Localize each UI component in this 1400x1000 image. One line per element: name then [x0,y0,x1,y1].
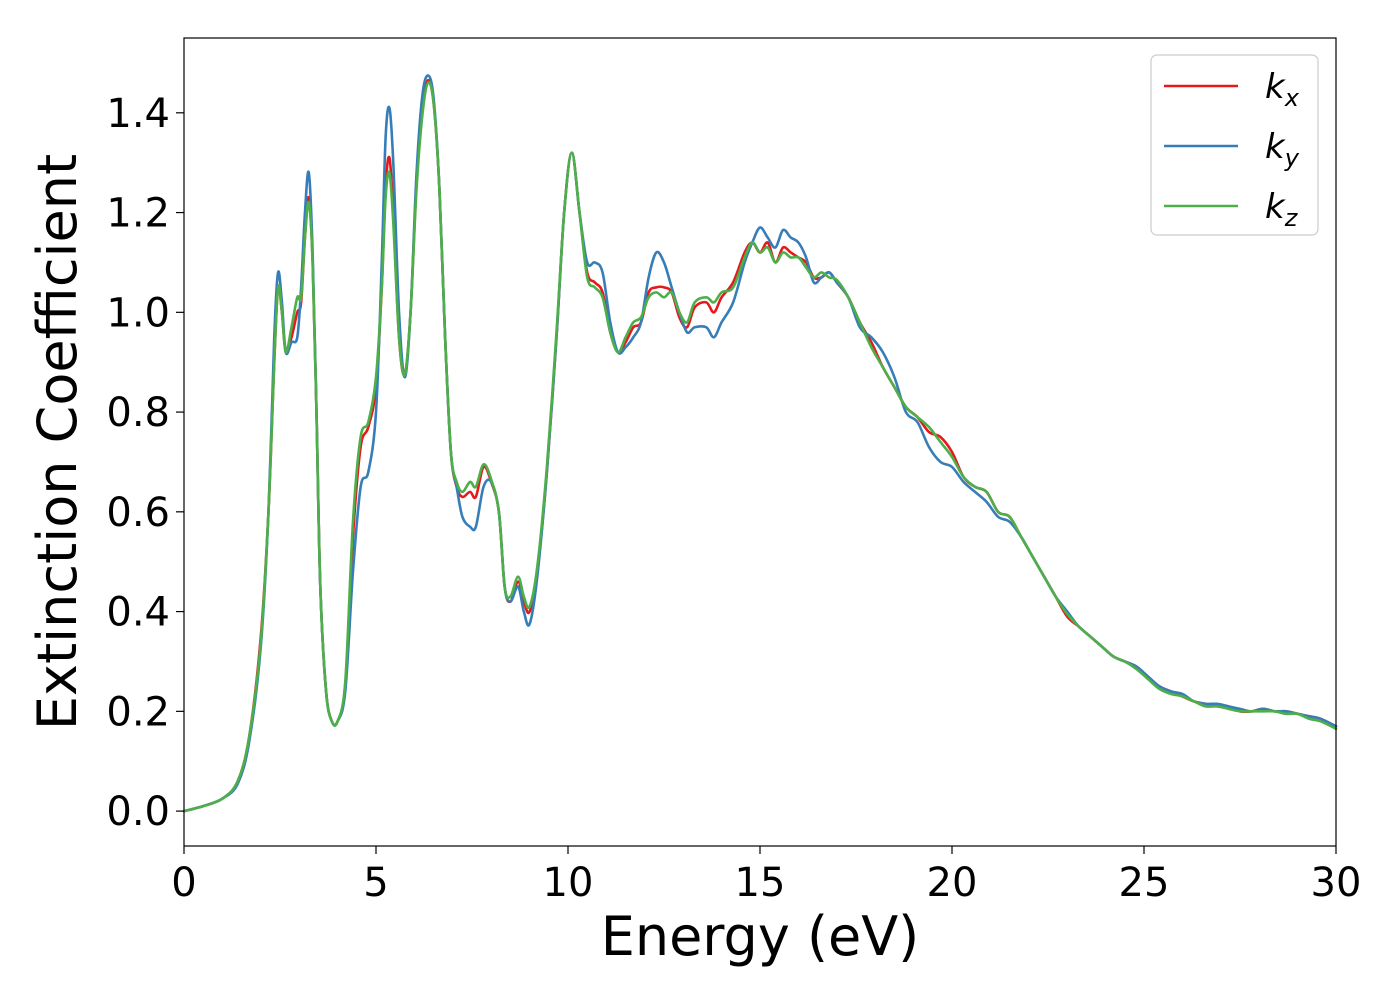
y-tick-label: 0.0 [106,789,170,835]
x-tick-label: 30 [1311,860,1362,906]
series-layer [182,74,1338,813]
legend-label-kz: kz [1265,187,1299,232]
y-tick-label: 1.2 [106,191,170,237]
ticks-layer: 0 5 10 15 20 25 30 0.0 0.2 0.4 0.6 0.8 1.0 1.2 1.4 [106,91,1361,906]
x-tick-label: 10 [543,860,594,906]
plot-frame [183,37,1337,847]
y-tick-label: 1.4 [106,91,170,137]
y-tick-label: 0.8 [106,390,170,436]
series-line-kz [182,81,1338,813]
y-tick-label: 0.6 [106,490,170,536]
x-tick-label: 20 [927,860,978,906]
y-tick-label: 0.4 [106,590,170,636]
x-tick-label: 0 [171,860,196,906]
x-tick-label: 15 [735,860,786,906]
legend-label-kx: kx [1265,67,1300,112]
y-tick-label: 0.2 [106,689,170,735]
legend: kx ky kz [1150,54,1319,236]
x-tick-label: 5 [363,860,388,906]
y-axis-title: Extinction Coefficient [26,154,89,730]
legend-label-ky: ky [1265,127,1300,172]
x-tick-label: 25 [1119,860,1170,906]
y-tick-label: 1.0 [106,290,170,336]
x-axis-title: Energy (eV) [601,905,920,968]
